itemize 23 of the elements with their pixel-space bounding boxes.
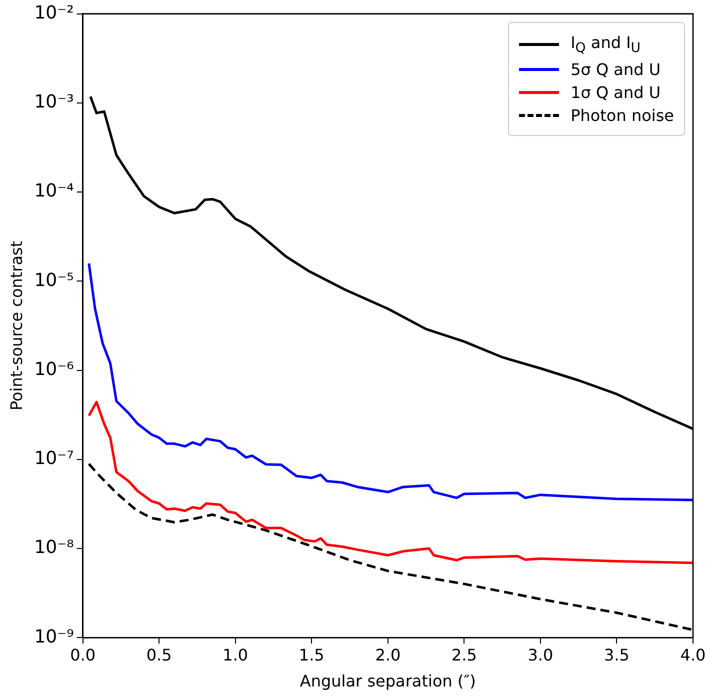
y-tick-label: 10⁻⁵ — [34, 270, 74, 291]
x-tick-label: 4.0 — [680, 645, 706, 664]
x-axis-title: Angular separation (″) — [300, 672, 476, 691]
y-tick-label: 10⁻⁹ — [34, 626, 74, 648]
y-tick-label: 10⁻⁷ — [34, 448, 74, 470]
x-tick-label: 1.5 — [298, 645, 324, 664]
legend-label: Photon noise — [570, 106, 674, 125]
x-tick-label: 3.0 — [528, 645, 554, 664]
x-tick-label: 0.0 — [70, 645, 96, 664]
y-tick-label: 10⁻³ — [34, 92, 74, 113]
x-tick-label: 2.5 — [451, 645, 477, 664]
legend-label: I$_{Q}$ and I$_{U}$ — [570, 32, 641, 56]
y-tick-label: 10⁻² — [34, 2, 74, 24]
y-axis-title: Point-source contrast — [6, 240, 26, 411]
legend-label: 1σ Q and U — [570, 82, 661, 102]
x-tick-label: 2.0 — [375, 645, 401, 664]
x-tick-label: 0.5 — [146, 645, 172, 664]
y-tick-label: 10⁻⁴ — [34, 180, 74, 202]
x-tick-label: 3.5 — [604, 645, 630, 664]
y-tick-label: 10⁻⁸ — [34, 537, 74, 558]
y-tick-label: 10⁻⁶ — [34, 358, 74, 380]
x-tick-label: 1.0 — [222, 645, 248, 664]
legend-label: 5σ Q and U — [570, 60, 661, 79]
